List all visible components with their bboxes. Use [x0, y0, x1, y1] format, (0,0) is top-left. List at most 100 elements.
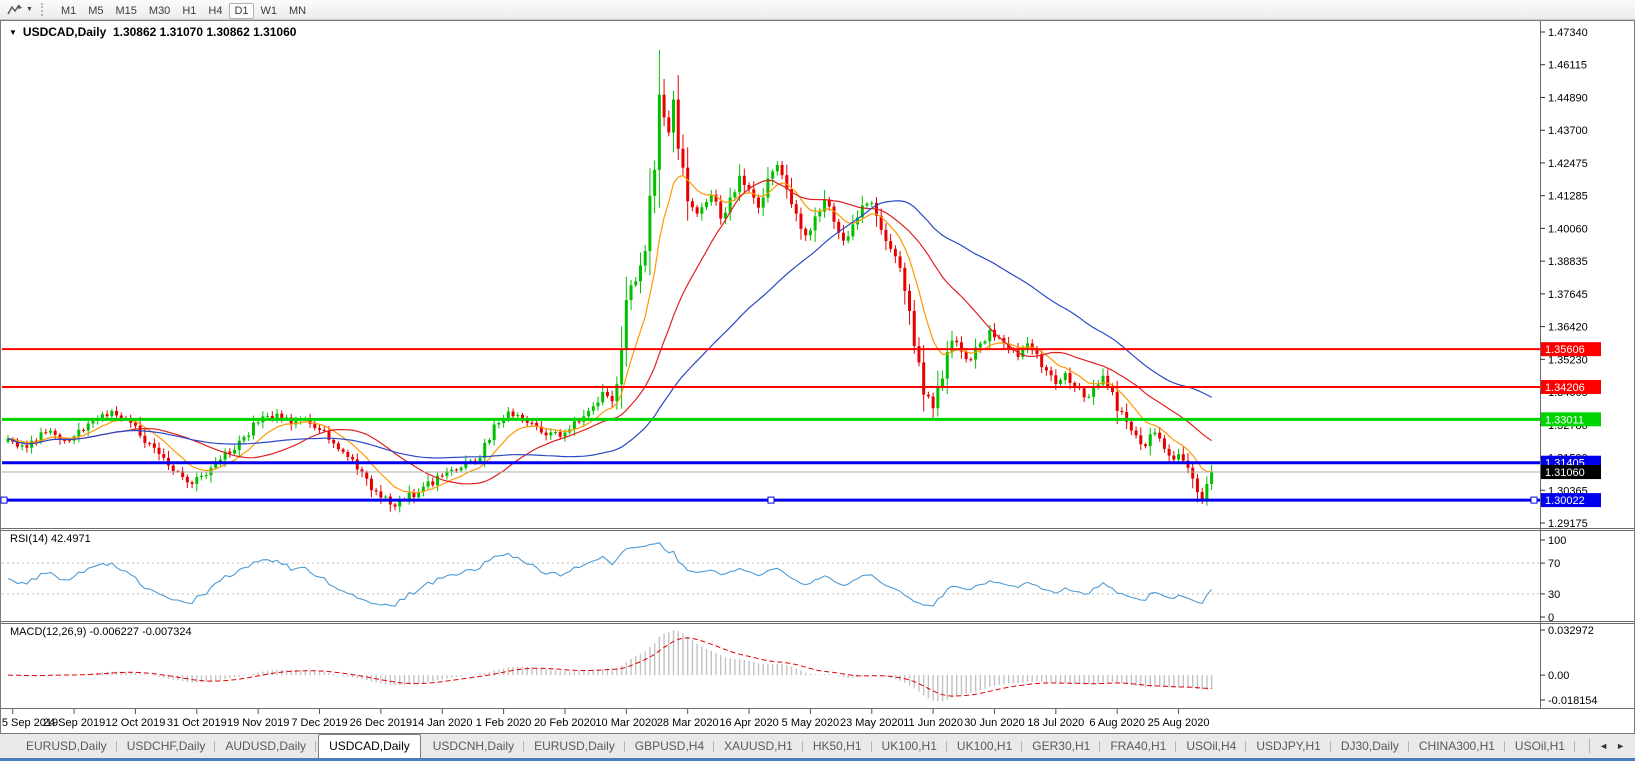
- candle-body: [620, 348, 624, 385]
- chart-tab-USDJPY-H1[interactable]: USDJPY,H1: [1246, 735, 1332, 758]
- candle-body: [228, 451, 232, 454]
- candle-body: [676, 99, 680, 149]
- chart-tab-HK50-H1[interactable]: HK50,H1: [803, 735, 872, 758]
- candles-layer: [6, 49, 1214, 513]
- candle-body: [577, 421, 581, 423]
- chart-tab-UK100-H1[interactable]: UK100,H1: [872, 735, 948, 758]
- date-label: 20 Feb 2020: [534, 717, 596, 729]
- candle: [874, 197, 878, 227]
- cursor-tool-icon[interactable]: [5, 2, 25, 18]
- candle: [1026, 337, 1030, 354]
- candle-body: [318, 428, 322, 430]
- hline-price-badge-text: 1.33011: [1545, 414, 1584, 426]
- candle-body: [256, 422, 260, 424]
- timeframe-button-M30[interactable]: M30: [148, 4, 171, 17]
- candle: [105, 410, 109, 419]
- candle-body: [719, 201, 723, 219]
- candle: [313, 420, 317, 431]
- chart-tab-USOil-H4[interactable]: USOil,H4: [1176, 735, 1247, 758]
- candle-body: [143, 435, 147, 443]
- hline-price-badge: 1.30022: [1541, 493, 1601, 508]
- candle-body: [525, 419, 529, 423]
- candle: [1044, 364, 1048, 376]
- hline-handle[interactable]: [1530, 496, 1538, 504]
- candle: [808, 227, 812, 241]
- candle-body: [945, 352, 949, 379]
- candle-body: [846, 236, 850, 241]
- hline-handle[interactable]: [0, 496, 8, 504]
- candle-body: [1125, 411, 1129, 422]
- timeframe-button-D1[interactable]: D1: [229, 2, 254, 19]
- candle-body: [554, 432, 558, 434]
- timeframe-button-H4[interactable]: H4: [208, 4, 223, 17]
- chart-tab-XAUUSD-H1[interactable]: XAUUSD,H1: [714, 735, 803, 758]
- candle: [1059, 377, 1063, 387]
- rsi-scale-label: 30: [1548, 589, 1560, 601]
- candle: [535, 419, 539, 431]
- chart-tab-USDCNH-Daily[interactable]: USDCNH,Daily: [423, 735, 525, 758]
- candle-body: [733, 192, 737, 198]
- timeframe-button-H1[interactable]: H1: [182, 4, 197, 17]
- tabs-scroll-left-icon[interactable]: ◄: [1599, 741, 1609, 751]
- timeframe-button-M5[interactable]: M5: [88, 4, 104, 17]
- rsi-line: [7, 542, 1213, 607]
- chart-tab-USDCAD-Daily[interactable]: USDCAD,Daily: [318, 734, 421, 758]
- hline-handle[interactable]: [767, 496, 775, 504]
- candle-body: [445, 471, 449, 476]
- candle-body: [407, 492, 411, 501]
- chart-tab-USOil-H1[interactable]: USOil,H1: [1505, 735, 1575, 758]
- chart-canvas[interactable]: RSI(14) 42.4971 MACD(12,26,9) -0.006227 -…: [0, 20, 1635, 734]
- candle: [1210, 464, 1214, 491]
- candle-body: [1172, 455, 1176, 460]
- candle-body: [280, 413, 284, 418]
- candle-body: [681, 148, 685, 168]
- candle: [983, 339, 987, 345]
- candle-body: [454, 469, 458, 471]
- price-tick-label: 1.42475: [1548, 158, 1588, 170]
- chart-tab-EURUSD-Daily[interactable]: EURUSD,Daily: [524, 735, 625, 758]
- candle-body: [1026, 343, 1030, 349]
- tool-dropdown-caret[interactable]: ▼: [26, 6, 33, 13]
- chart-tab-AUDUSD-Daily[interactable]: AUDUSD,Daily: [215, 735, 316, 758]
- candle: [417, 488, 421, 500]
- candle: [185, 474, 189, 488]
- chart-tab-DJ30-Daily[interactable]: DJ30,Daily: [1331, 735, 1409, 758]
- chart-tab-GER30-H1[interactable]: GER30,H1: [1022, 735, 1101, 758]
- candle: [790, 177, 794, 208]
- candle: [525, 415, 529, 427]
- candle-body: [233, 449, 237, 454]
- hline-price-badge: 1.33011: [1541, 412, 1601, 427]
- timeframe-button-M1[interactable]: M1: [60, 4, 77, 17]
- candle-body: [865, 203, 869, 206]
- candle-body: [426, 481, 430, 487]
- timeframe-button-W1[interactable]: W1: [260, 4, 278, 17]
- price-axis[interactable]: 1.47340 1.46115 1.44890 1.43700 1.42475 1.412…: [1540, 27, 1601, 707]
- chart-tab-EURUSD-Daily[interactable]: EURUSD,Daily: [16, 735, 117, 758]
- date-label: 25 Aug 2020: [1148, 717, 1210, 729]
- candle: [1101, 368, 1105, 388]
- chart-tab-GBPUSD-H4[interactable]: GBPUSD,H4: [625, 735, 715, 758]
- chart-tab-UK100-H1[interactable]: UK100,H1: [947, 735, 1023, 758]
- candle-body: [393, 504, 397, 507]
- chart-tab-USDCHF-Daily[interactable]: USDCHF,Daily: [117, 735, 216, 758]
- date-label: 26 Dec 2019: [350, 717, 412, 729]
- date-label: 16 Apr 2020: [719, 717, 778, 729]
- timeframe-button-M15[interactable]: M15: [115, 4, 137, 17]
- candle: [209, 465, 213, 483]
- candle-body: [332, 439, 336, 444]
- chart-tab-CHINA300-H1[interactable]: CHINA300,H1: [1409, 735, 1505, 758]
- candle-body: [808, 230, 812, 236]
- timeframe-button-MN[interactable]: MN: [289, 4, 307, 17]
- collapse-arrow-icon[interactable]: ▼: [9, 27, 17, 37]
- candle-body: [1177, 454, 1181, 460]
- tabs-scroll-right-icon[interactable]: ►: [1616, 741, 1625, 751]
- candle: [369, 475, 373, 498]
- candle-body: [1134, 430, 1138, 436]
- chart-tab-FRA40-H1[interactable]: FRA40,H1: [1100, 735, 1177, 758]
- candle: [502, 414, 506, 428]
- candle-body: [436, 475, 440, 486]
- candle-body: [1129, 421, 1133, 431]
- candle-body: [761, 197, 765, 208]
- candle: [657, 49, 661, 208]
